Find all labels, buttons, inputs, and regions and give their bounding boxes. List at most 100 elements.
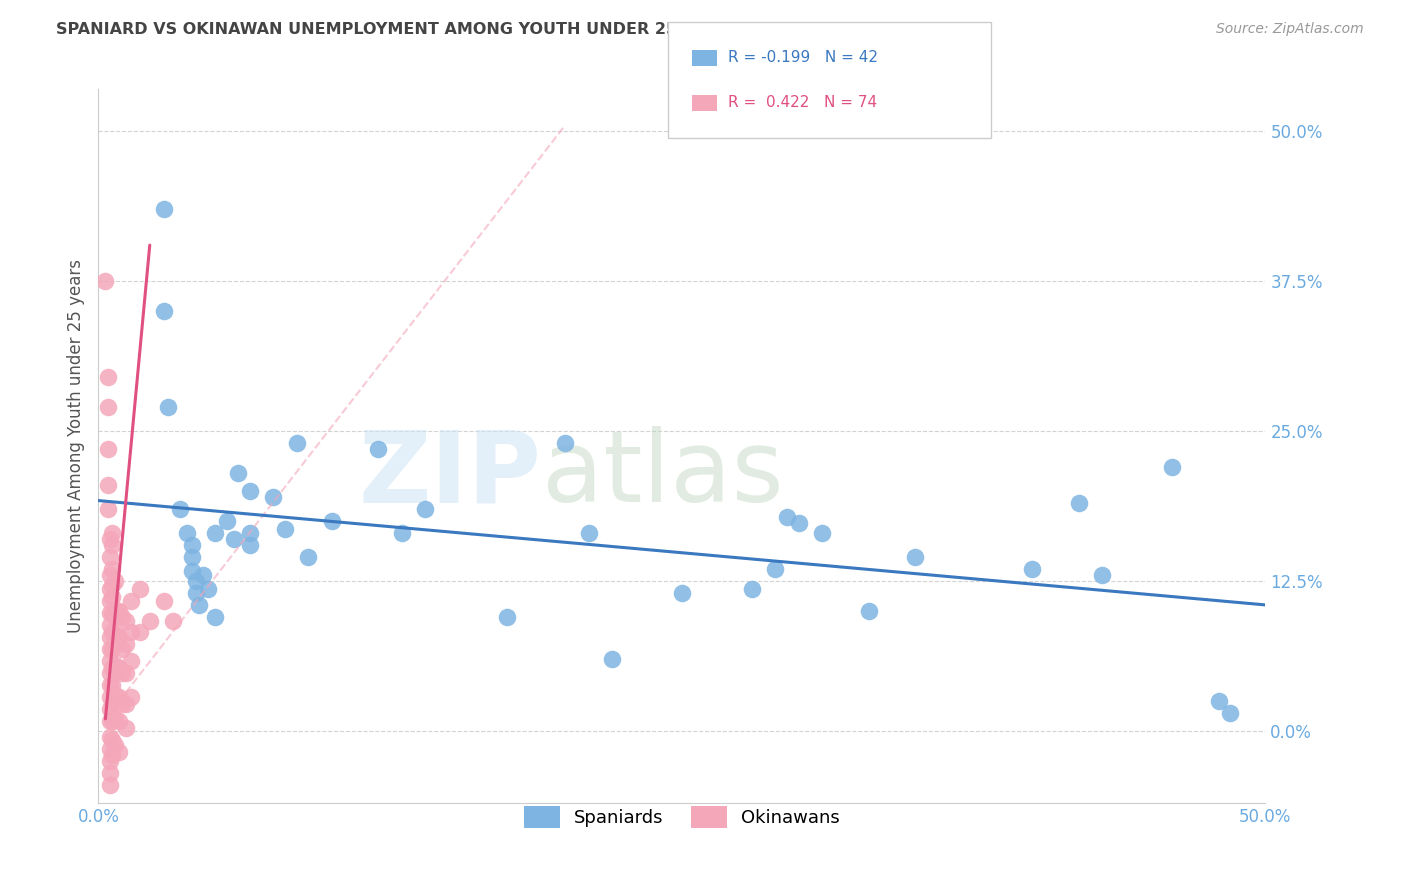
Point	[101, 562, 124, 576]
Point	[578, 525, 600, 540]
Point	[98, 549, 121, 564]
Point	[101, 714, 124, 729]
Point	[600, 652, 623, 666]
Point	[101, 590, 124, 604]
Point	[98, 741, 121, 756]
Point	[120, 594, 142, 608]
Point	[180, 549, 202, 564]
Point	[108, 630, 131, 644]
Point	[97, 400, 120, 414]
Point	[98, 690, 121, 705]
Point	[285, 436, 308, 450]
Point	[496, 610, 519, 624]
Point	[367, 442, 389, 456]
Point	[321, 514, 343, 528]
Point	[169, 502, 191, 516]
Point	[262, 490, 284, 504]
Point	[104, 657, 127, 672]
Point	[904, 549, 927, 564]
Point	[222, 532, 245, 546]
Point	[104, 574, 127, 588]
Point	[108, 604, 131, 618]
Point	[111, 698, 134, 712]
Point	[98, 532, 121, 546]
Point	[228, 466, 250, 480]
Point	[101, 642, 124, 657]
Point	[98, 778, 121, 792]
Text: Source: ZipAtlas.com: Source: ZipAtlas.com	[1216, 22, 1364, 37]
Point	[1161, 460, 1184, 475]
Point	[180, 538, 202, 552]
Point	[111, 642, 134, 657]
Point	[180, 565, 202, 579]
Point	[98, 594, 121, 608]
Point	[391, 525, 413, 540]
Text: R = -0.199   N = 42: R = -0.199 N = 42	[728, 51, 879, 65]
Point	[101, 625, 124, 640]
Point	[776, 510, 799, 524]
Point	[120, 690, 142, 705]
Point	[115, 722, 138, 736]
Point	[98, 630, 121, 644]
Point	[139, 614, 162, 628]
Point	[157, 400, 180, 414]
Point	[204, 610, 226, 624]
Point	[108, 661, 131, 675]
Point	[97, 370, 120, 384]
Point	[108, 714, 131, 729]
Point	[105, 604, 128, 618]
Point	[413, 502, 436, 516]
Point	[115, 698, 138, 712]
Y-axis label: Unemployment Among Youth under 25 years: Unemployment Among Youth under 25 years	[66, 259, 84, 633]
Point	[101, 733, 124, 747]
Point	[274, 522, 297, 536]
Point	[101, 747, 124, 762]
Point	[1021, 562, 1043, 576]
Point	[94, 274, 117, 288]
Point	[104, 633, 127, 648]
Point	[176, 525, 198, 540]
Point	[1208, 694, 1230, 708]
Point	[98, 582, 121, 597]
Point	[98, 654, 121, 668]
Point	[98, 754, 121, 768]
Point	[104, 610, 127, 624]
Point	[554, 436, 576, 450]
Point	[111, 666, 134, 681]
Point	[193, 568, 215, 582]
Point	[101, 525, 124, 540]
Point	[239, 525, 262, 540]
Point	[97, 442, 120, 456]
Point	[101, 607, 124, 621]
Point	[1067, 496, 1090, 510]
Point	[129, 582, 152, 597]
Point	[104, 712, 127, 726]
Point	[98, 702, 121, 716]
Point	[108, 690, 131, 705]
Point	[239, 483, 262, 498]
Point	[97, 502, 120, 516]
Point	[671, 586, 693, 600]
Point	[115, 638, 138, 652]
Point	[152, 304, 174, 318]
Point	[811, 525, 834, 540]
Point	[115, 614, 138, 628]
Point	[98, 666, 121, 681]
Point	[1219, 706, 1241, 720]
Point	[98, 568, 121, 582]
Point	[98, 714, 121, 729]
Point	[108, 746, 131, 760]
Point	[152, 202, 174, 216]
Point	[120, 654, 142, 668]
Point	[115, 666, 138, 681]
Text: atlas: atlas	[541, 426, 783, 523]
Point	[101, 577, 124, 591]
Point	[197, 582, 219, 597]
Point	[105, 628, 128, 642]
Point	[129, 625, 152, 640]
Legend: Spaniards, Okinawans: Spaniards, Okinawans	[515, 797, 849, 837]
Point	[239, 538, 262, 552]
Point	[297, 549, 319, 564]
Point	[104, 738, 127, 752]
Point	[215, 514, 238, 528]
